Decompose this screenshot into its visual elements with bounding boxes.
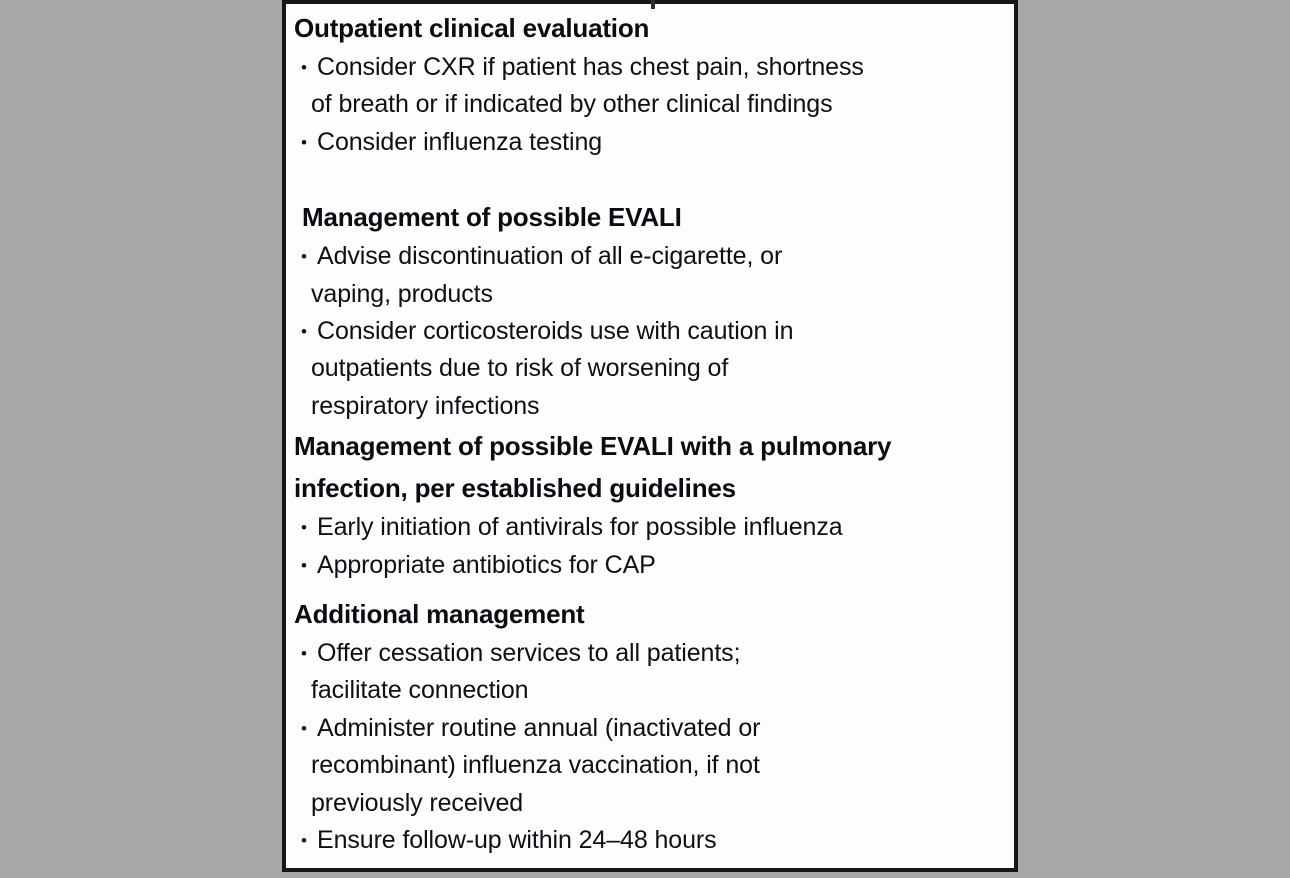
bullet-item: Early initiation of antivirals for possi… bbox=[294, 509, 1004, 547]
flowchart-connector-stub bbox=[651, 0, 655, 9]
section-heading: Outpatient clinical evaluation bbox=[294, 13, 650, 43]
bullet-item: Consider CXR if patient has chest pain, … bbox=[294, 49, 1004, 124]
section-outpatient-clinical-evaluation: Outpatient clinical evaluation Consider … bbox=[294, 7, 1004, 162]
section-management-evali-pulmonary-infection: Management of possible EVALI with a pulm… bbox=[294, 425, 1004, 584]
bullet-list: Consider CXR if patient has chest pain, … bbox=[294, 49, 1004, 162]
bullet-list: Advise discontinuation of all e-cigarett… bbox=[294, 238, 1004, 425]
section-heading: Management of possible EVALI with a pulm… bbox=[294, 431, 892, 504]
bullet-item: Administer routine annual (inactivated o… bbox=[294, 710, 1004, 822]
bullet-item: Advise discontinuation of all e-cigarett… bbox=[294, 238, 1004, 313]
bullet-list: Early initiation of antivirals for possi… bbox=[294, 509, 1004, 584]
bullet-item: Consider corticosteroids use with cautio… bbox=[294, 313, 1004, 425]
section-management-possible-evali: Management of possible EVALI Advise disc… bbox=[294, 196, 1004, 425]
bullet-item: Appropriate antibiotics for CAP bbox=[294, 547, 1004, 585]
evali-outpatient-management-box: Outpatient clinical evaluation Consider … bbox=[282, 0, 1018, 872]
bullet-list: Offer cessation services to all patients… bbox=[294, 635, 1004, 860]
bullet-item: Ensure follow-up within 24–48 hours bbox=[294, 822, 1004, 860]
bullet-item: Offer cessation services to all patients… bbox=[294, 635, 1004, 710]
bullet-item: Consider influenza testing bbox=[294, 124, 1004, 162]
section-additional-management: Additional management Offer cessation se… bbox=[294, 593, 1004, 860]
section-heading: Management of possible EVALI bbox=[302, 202, 682, 233]
section-heading: Additional management bbox=[294, 599, 585, 630]
box-content: Outpatient clinical evaluation Consider … bbox=[286, 4, 1014, 860]
